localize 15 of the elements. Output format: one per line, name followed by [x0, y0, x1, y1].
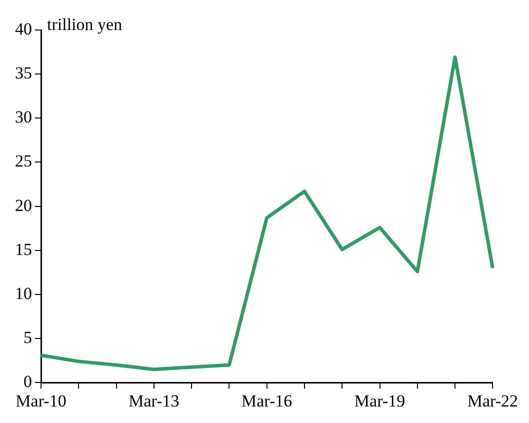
- y-tick-label: 0: [24, 372, 32, 392]
- y-axis-title: trillion yen: [47, 14, 123, 34]
- y-tick-label: 30: [15, 108, 32, 127]
- x-tick-label: Mar-13: [128, 391, 180, 410]
- x-tick-label: Mar-19: [354, 391, 406, 410]
- y-tick-label: 25: [15, 152, 32, 171]
- x-tick-label: Mar-22: [467, 391, 518, 410]
- y-tick-label: 20: [15, 196, 32, 215]
- x-tick-label: Mar-10: [16, 391, 66, 410]
- y-tick-label: 10: [15, 284, 32, 303]
- y-tick-label: 35: [15, 64, 32, 83]
- y-tick-label: 40: [15, 19, 32, 38]
- y-tick-label: 15: [15, 240, 32, 259]
- x-tick-label: Mar-16: [242, 391, 292, 410]
- y-tick-label: 5: [24, 328, 32, 347]
